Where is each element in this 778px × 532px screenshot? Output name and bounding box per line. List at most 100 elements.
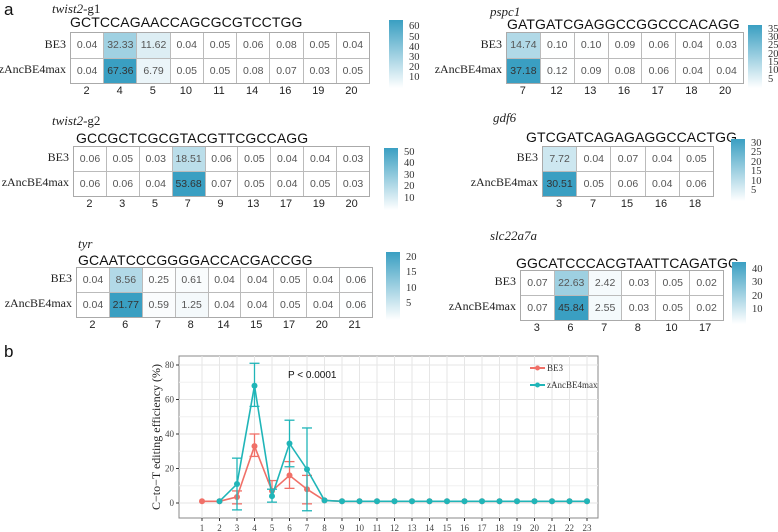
guide-suffix: -g1 [83,1,101,16]
position-label: 12 [550,85,563,97]
position-label: 7 [589,198,597,210]
target-sequence: GCCGCTCGCGTACGTTCGCCAGG [76,130,309,146]
heatmap-cell: 0.06 [205,147,238,171]
position-label: 18 [685,85,698,97]
heatmap-cell: 14.74 [507,33,540,58]
position-label: 15 [620,198,634,210]
position-label: 16 [654,198,668,210]
target-sequence: GCAATCCCGGGGACCACGACCGG [78,252,313,268]
x-tick-label: 16 [460,523,470,532]
heatmap-cell: 7.72 [543,147,577,171]
colorbar-tick-label: 5 [406,298,412,310]
heatmap-cell: 2.42 [588,271,622,295]
x-tick-label: 15 [443,523,453,532]
legend-marker [535,365,540,371]
colorbar-tick-label: 50 [409,31,420,43]
heatmap-cell: 0.04 [645,147,679,171]
row-label: BE3 [516,150,538,165]
colorbar-tick-label: 10 [751,175,762,187]
colorbar-tick-label: 10 [406,282,417,294]
position-label: 5 [151,198,158,210]
row-label: zAncBE4max [4,295,72,310]
position-label: 8 [634,322,641,334]
colorbar: 50 40 30 20 10 [384,147,415,210]
position-label: 3 [533,322,540,334]
heatmap-cell: 0.05 [274,293,307,317]
heatmap-cell: 0.05 [303,33,336,58]
colorbar-tick-label: 5 [768,73,774,85]
position-label: 17 [279,198,293,210]
heatmap-cell: 0.04 [271,147,304,171]
heatmap-cell: 0.04 [77,268,109,292]
colorbar-tick-label: 50 [404,146,415,158]
heatmap-grid: 14.74 0.10 0.10 0.09 0.06 0.04 0.03 37.18 0.12 0.… [506,32,744,84]
heatmap-cell: 0.05 [238,172,271,196]
heatmap-cell: 0.04 [71,58,104,83]
heatmap-cell: 0.59 [142,293,175,317]
heatmap-cell: 0.04 [307,293,340,317]
heatmap-cell: 0.03 [337,172,369,196]
data-point [514,498,520,505]
heatmap-cell: 0.10 [540,33,574,58]
heatmap-cell: 0.04 [271,172,304,196]
data-point [461,498,468,505]
heatmap-cell: 0.09 [574,58,608,83]
gene-name: pspc1 [490,4,521,19]
x-tick-label: 10 [355,523,365,532]
colorbar-tick-label: 10 [404,192,415,204]
heatmap-cell: 11.62 [137,33,170,58]
heatmap-cell: 0.07 [611,147,645,171]
colorbar-tick-label: 30 [404,169,415,181]
x-tick-label: 21 [548,523,557,532]
target-sequence: GCTCCAGAACCAGCGCGTCCTGG [70,14,303,30]
position-label: 18 [688,198,702,210]
row-label: zAncBE4max [434,61,502,76]
row-label: BE3 [44,36,66,51]
colorbar-tick-label: 30 [751,137,762,149]
data-point [531,498,538,505]
heatmap-cell: 18.51 [172,147,205,171]
data-point [584,498,590,505]
colorbar-tick-label: 10 [409,71,420,83]
heatmap-title: pspc1 [490,4,520,20]
heatmap-cell: 0.04 [676,58,710,83]
colorbar-tick-label: 15 [406,267,417,279]
heatmap-cell: 0.04 [208,268,241,292]
data-point [321,497,328,504]
data-point [409,498,415,505]
data-point [391,498,398,505]
x-tick-label: 2 [217,523,222,532]
heatmap-cell: 0.12 [540,58,574,83]
heatmap-cell: 0.05 [679,147,713,171]
data-point [374,498,380,505]
heatmap-cell: 0.06 [74,172,106,196]
legend-label: BE3 [547,363,564,373]
position-label: 2 [86,198,93,210]
x-tick-label: 14 [425,523,435,532]
heatmap-cell: 0.02 [690,271,723,295]
x-tick-label: 23 [583,523,593,532]
heatmap-cell: 0.06 [642,33,676,58]
heatmap-cell: 0.06 [237,33,270,58]
editing-efficiency-line-chart: 1 2 3 4 5 6 7 8 9 10 11 12 13 14 15 16 17 18 19 20 21 22 23020… [149,355,599,532]
colorbar: 20 15 10 5 [386,252,417,320]
data-point [444,498,450,505]
position-label: 7 [184,198,191,210]
position-label: 16 [279,85,292,97]
heatmap-cell: 0.06 [74,147,106,171]
data-point [549,498,555,505]
heatmap-cell: 0.10 [574,33,608,58]
x-tick-label: 1 [200,523,205,532]
heatmap-cell: 53.68 [172,172,205,196]
colorbar-tick-label: 20 [404,181,415,193]
heatmap-title: gdf6 [493,110,516,126]
data-point [269,493,275,500]
heatmap-cell: 0.08 [237,58,270,83]
data-point [496,498,503,505]
colorbar-tick-label: 35 [768,23,778,35]
data-point [426,498,433,505]
data-point [566,498,573,505]
target-sequence: GGCATCCCACGTAATTCAGATGG [516,255,739,271]
heatmap-cell: 0.05 [577,172,611,196]
data-point [479,498,485,505]
